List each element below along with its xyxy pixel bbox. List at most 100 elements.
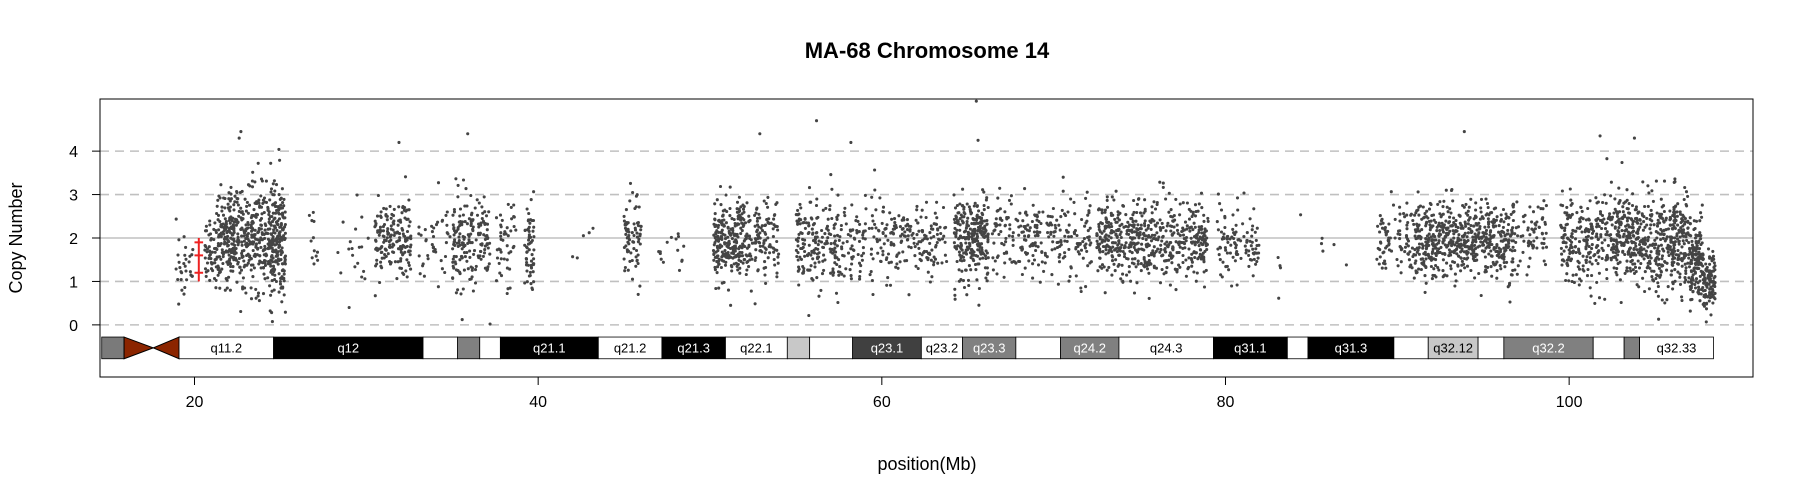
data-point: [1680, 264, 1684, 268]
data-point: [460, 247, 464, 251]
data-point: [1694, 252, 1698, 256]
data-point: [1200, 253, 1204, 257]
data-point: [389, 216, 393, 220]
data-point: [389, 224, 393, 228]
data-point: [1396, 264, 1400, 268]
data-point: [1378, 248, 1382, 252]
data-point: [966, 216, 970, 220]
data-point: [1449, 211, 1453, 215]
data-point: [1491, 260, 1495, 264]
data-point: [227, 239, 231, 244]
data-point: [857, 239, 862, 243]
data-point: [1002, 275, 1006, 279]
data-point: [388, 260, 392, 264]
data-point: [1642, 220, 1646, 224]
data-point: [1526, 226, 1530, 230]
data-point: [1617, 230, 1621, 234]
data-point: [1643, 204, 1647, 209]
data-point: [1567, 213, 1571, 217]
data-point: [1630, 241, 1634, 245]
data-point: [1521, 234, 1525, 238]
data-point: [1011, 231, 1015, 235]
data-point: [1451, 229, 1455, 233]
data-point: [232, 203, 236, 207]
data-point: [758, 241, 762, 245]
data-point: [1076, 250, 1080, 254]
data-point: [1497, 255, 1502, 259]
data-point: [1605, 221, 1609, 225]
data-point: [355, 193, 359, 197]
data-point: [373, 225, 377, 229]
data-point: [630, 231, 634, 235]
data-point: [730, 269, 734, 273]
data-point: [182, 235, 186, 239]
data-point: [402, 272, 406, 276]
data-point: [809, 264, 813, 268]
data-point: [1410, 266, 1414, 270]
data-point: [388, 204, 392, 208]
data-point: [1135, 250, 1139, 254]
data-point: [1421, 205, 1425, 209]
data-point: [245, 253, 249, 258]
data-point: [1700, 203, 1704, 207]
data-point: [1381, 221, 1385, 225]
data-point: [1535, 246, 1539, 250]
data-point: [1126, 220, 1130, 224]
data-point: [251, 275, 255, 279]
data-point: [1182, 240, 1186, 245]
data-point: [354, 227, 358, 231]
data-point: [360, 245, 364, 249]
data-point: [1683, 222, 1687, 226]
data-point: [1697, 247, 1702, 251]
data-point: [1018, 259, 1022, 264]
data-point: [881, 210, 885, 214]
data-point: [1434, 253, 1438, 258]
data-point: [1202, 270, 1206, 274]
data-point: [1453, 272, 1457, 276]
data-point: [378, 225, 383, 229]
data-point: [1104, 237, 1108, 241]
data-point: [1562, 259, 1566, 263]
data-point: [448, 235, 452, 239]
data-point: [502, 257, 506, 261]
data-point: [1610, 246, 1614, 250]
data-point: [1131, 220, 1135, 224]
data-point: [1146, 226, 1150, 230]
data-point: [1445, 244, 1450, 248]
data-point: [736, 235, 740, 239]
y-axis-label: Copy Number: [6, 182, 26, 293]
data-point: [712, 243, 716, 247]
data-point: [1061, 175, 1065, 179]
data-point: [456, 183, 460, 187]
data-point: [469, 213, 474, 217]
data-point: [1486, 205, 1490, 210]
data-point: [203, 248, 207, 252]
data-point: [239, 227, 243, 231]
data-point: [776, 228, 780, 232]
data-point: [1434, 275, 1438, 279]
data-point: [1143, 224, 1147, 228]
data-point: [858, 222, 862, 226]
data-point: [283, 310, 287, 314]
data-point: [1468, 227, 1472, 231]
data-point: [1406, 239, 1411, 243]
data-point: [1321, 249, 1325, 253]
data-point: [1482, 234, 1486, 238]
data-point: [347, 247, 351, 251]
data-point: [1683, 251, 1687, 256]
data-point: [1065, 230, 1069, 234]
data-point: [1178, 213, 1182, 217]
data-point: [744, 253, 748, 257]
data-point: [854, 219, 858, 223]
data-point: [907, 293, 911, 297]
data-point: [1586, 206, 1590, 211]
data-point: [972, 204, 976, 208]
data-point: [1619, 220, 1623, 224]
data-point: [401, 252, 405, 256]
data-point: [1690, 297, 1694, 301]
data-point: [718, 184, 723, 189]
data-point: [1460, 263, 1464, 267]
data-point: [1110, 195, 1114, 199]
data-point: [275, 228, 279, 232]
